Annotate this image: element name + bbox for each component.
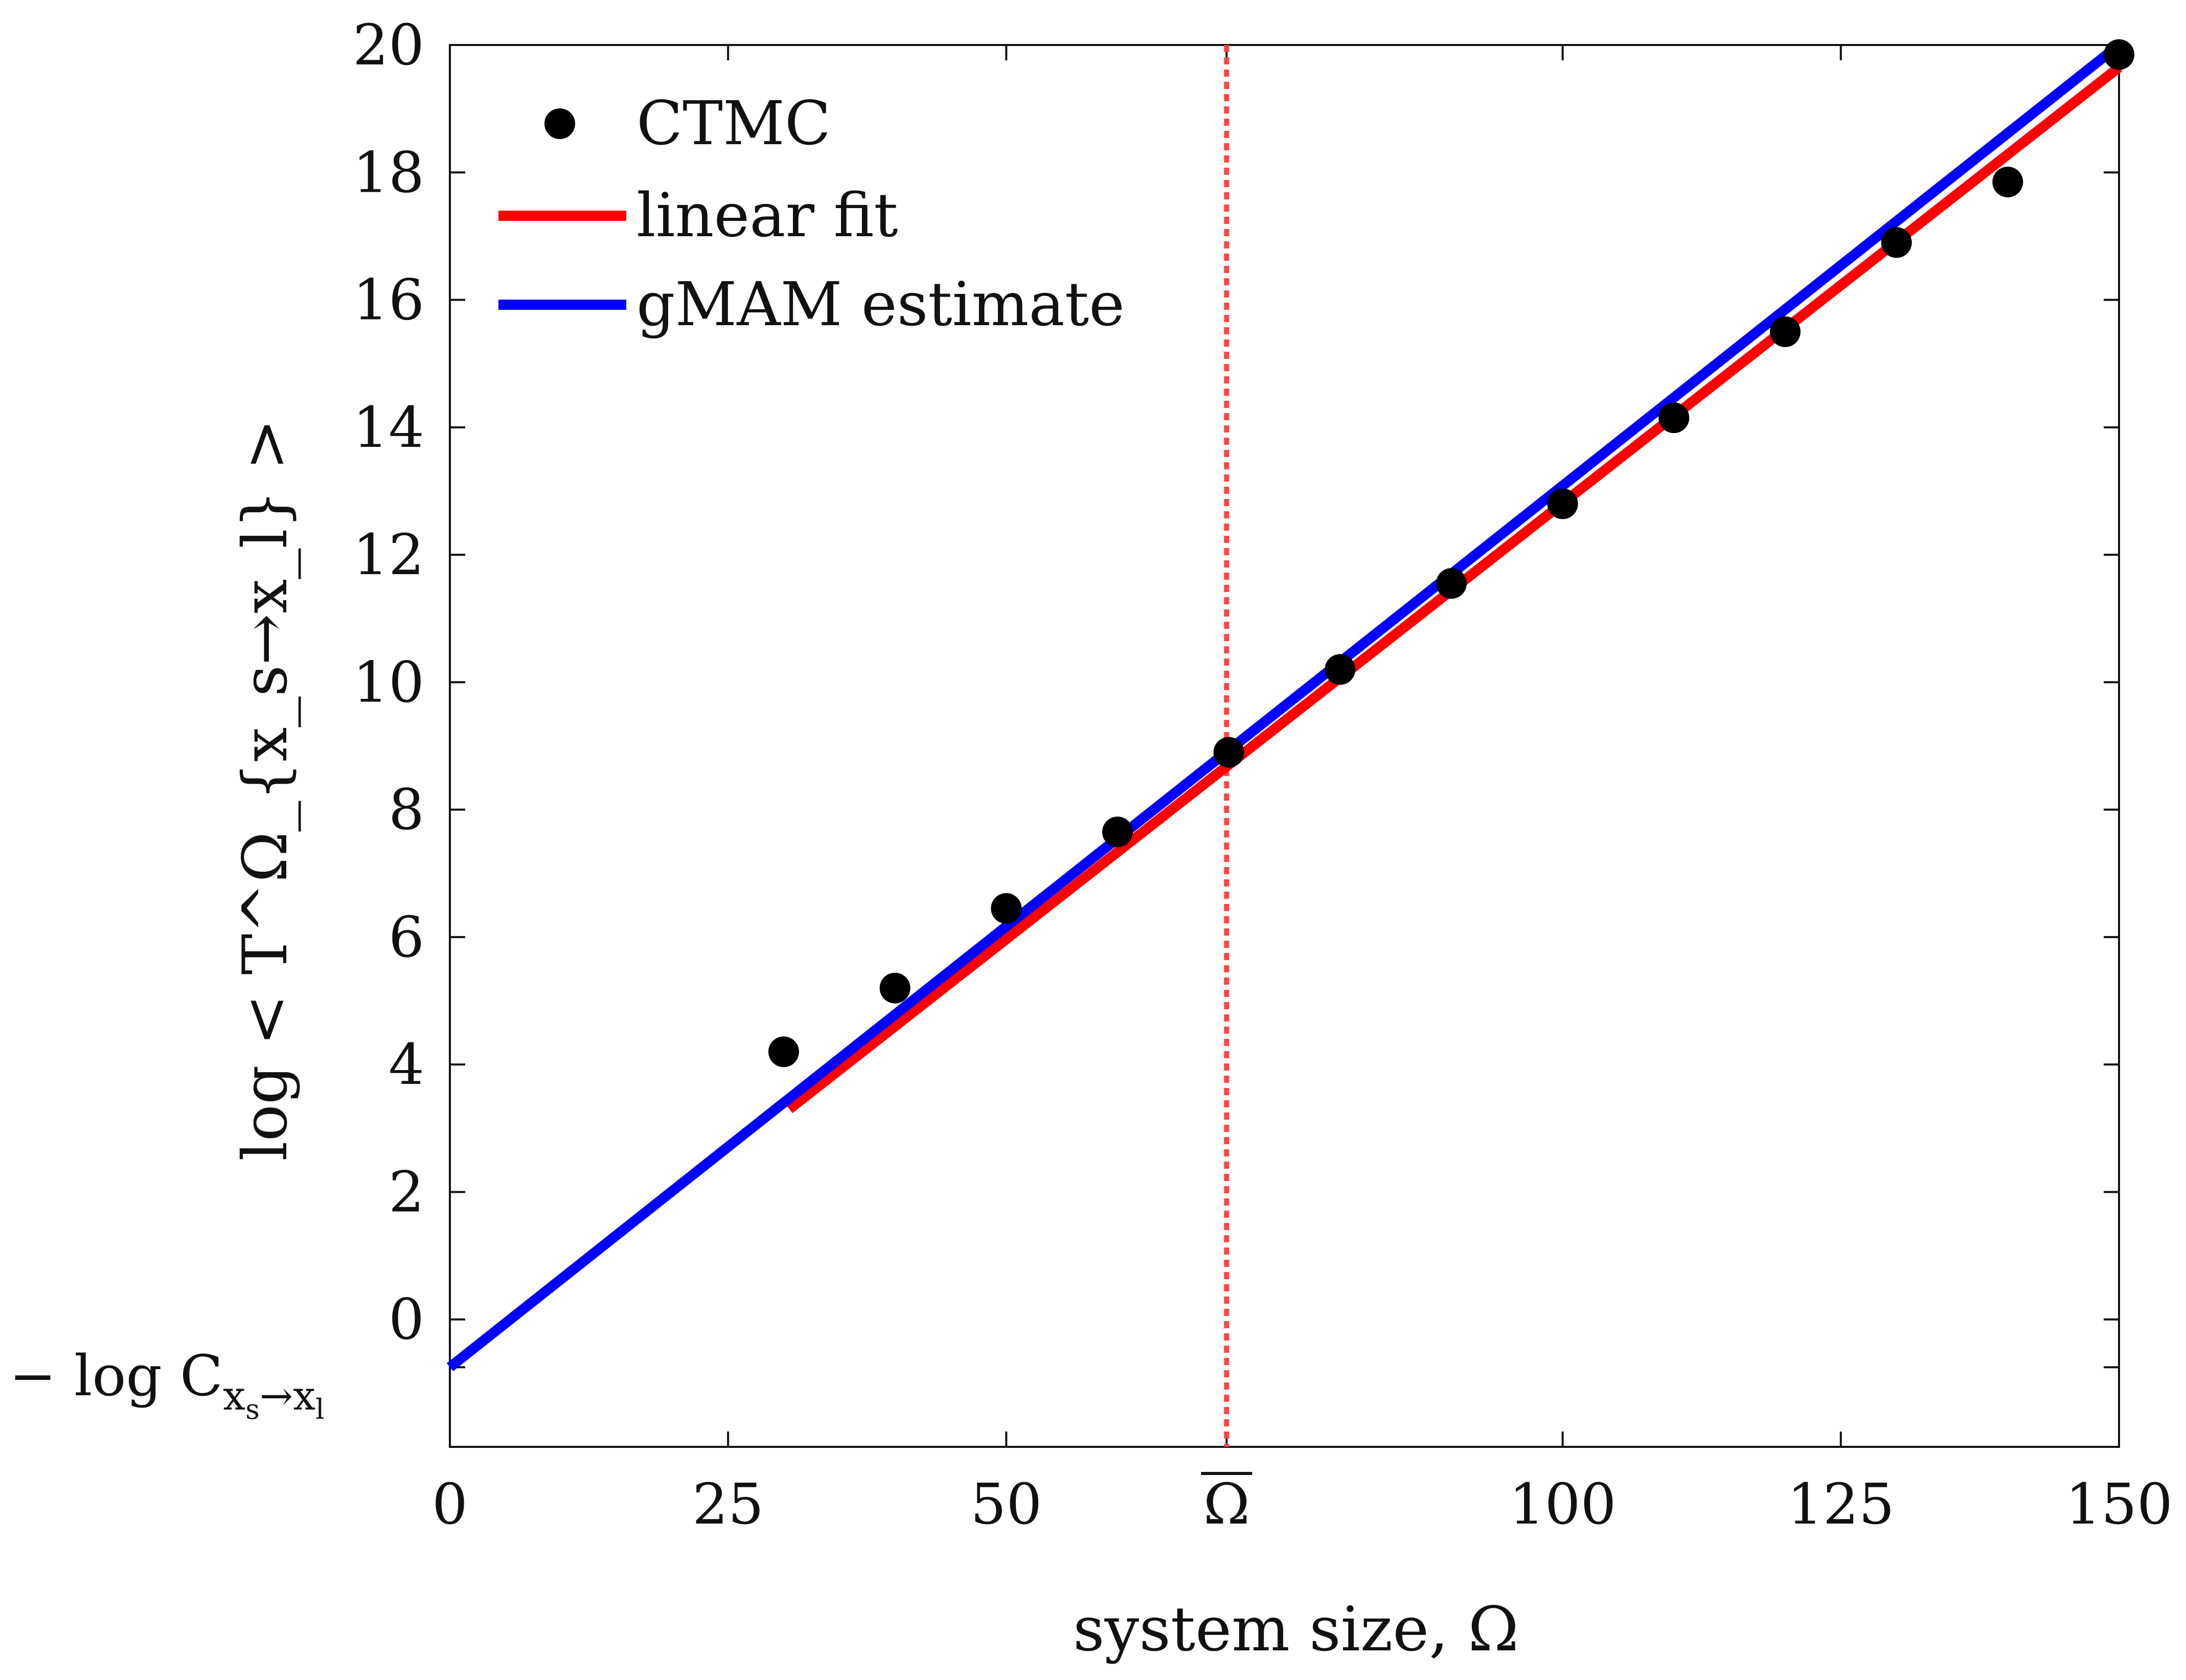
x-tick-label: Ω [1203,1471,1250,1537]
ctmc-point [879,972,910,1004]
ctmc-point [991,893,1022,924]
legend: CTMC linear fit gMAM estimate [498,88,1125,339]
x-tick-label: 25 [692,1471,764,1537]
ticks [449,44,2120,1447]
legend-label: linear fit [636,180,898,251]
y-tick-label: 20 [353,12,424,78]
plot-frame [449,44,2120,1448]
x-tick-label: 100 [1509,1471,1616,1537]
x-tick-label: 0 [432,1471,468,1537]
x-tick-label: 125 [1787,1471,1895,1537]
y-tick-label: 12 [353,522,424,587]
legend-label: CTMC [636,88,831,158]
ctmc-point [1992,166,2023,197]
plot-area [449,44,2120,1448]
y-tick-label: 18 [353,140,424,205]
ctmc-point [768,1036,799,1068]
y-tick-label: 10 [353,649,424,715]
y-tick-label: 16 [353,267,424,333]
y-tick-label: 8 [389,777,424,843]
ctmc-point [1770,316,1801,347]
gmam-estimate-line [446,41,2123,1372]
axis-labels: system size, Ω log < T^Ω_{x_s→x_l} > [230,419,1519,1665]
y-tick-label: 2 [389,1159,424,1224]
legend-label: gMAM estimate [636,269,1125,339]
ctmc-point [2104,39,2134,70]
ctmc-point [1213,737,1244,768]
x-tick-label: 50 [970,1471,1042,1537]
ctmc-point [1325,654,1356,685]
x-tick-label: 150 [2065,1471,2173,1537]
y-tick-label: 4 [389,1032,424,1097]
y-axis-label: log < T^Ω_{x_s→x_l} > [230,419,301,1161]
series-layer [446,39,2134,1447]
ctmc-point [1881,227,1912,258]
ctmc-point [1658,402,1690,434]
y-tick-label: 6 [389,904,424,970]
ctmc-point [1102,816,1133,848]
tick-labels: 0 25 50 Ω 100 125 150 0 2 4 6 8 10 12 14 16 18 20 − log Cx… [9,12,2173,1537]
y-tick-label-special: − log Cxs→xl [9,1343,324,1425]
y-tick-label: 14 [353,395,424,460]
legend-marker-ctmc [544,108,575,139]
ctmc-point [1436,568,1467,599]
y-tick-label: 0 [389,1287,424,1352]
ctmc-point [1547,488,1578,519]
x-axis-label: system size, Ω [1073,1594,1519,1665]
